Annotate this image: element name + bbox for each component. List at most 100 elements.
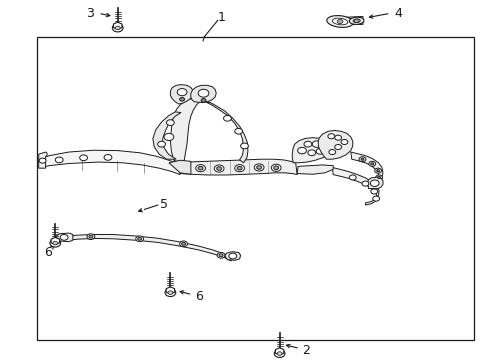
Circle shape bbox=[198, 166, 203, 170]
Circle shape bbox=[327, 134, 334, 139]
Circle shape bbox=[370, 163, 373, 165]
Polygon shape bbox=[41, 150, 180, 175]
Circle shape bbox=[55, 157, 63, 163]
Circle shape bbox=[163, 134, 173, 140]
Circle shape bbox=[234, 165, 244, 172]
Circle shape bbox=[228, 253, 236, 259]
Circle shape bbox=[89, 235, 93, 238]
Polygon shape bbox=[113, 22, 122, 30]
Circle shape bbox=[198, 89, 208, 97]
Circle shape bbox=[217, 252, 224, 258]
Circle shape bbox=[361, 181, 368, 186]
Circle shape bbox=[348, 175, 355, 180]
Circle shape bbox=[158, 141, 165, 147]
Circle shape bbox=[136, 236, 143, 242]
Polygon shape bbox=[275, 348, 283, 355]
Circle shape bbox=[201, 99, 205, 102]
Polygon shape bbox=[68, 234, 231, 261]
Circle shape bbox=[256, 166, 261, 169]
Circle shape bbox=[80, 155, 87, 161]
Circle shape bbox=[138, 237, 142, 240]
Circle shape bbox=[271, 164, 281, 171]
Polygon shape bbox=[166, 287, 174, 294]
Circle shape bbox=[274, 350, 285, 357]
Circle shape bbox=[214, 165, 224, 172]
Circle shape bbox=[312, 141, 321, 147]
Circle shape bbox=[334, 144, 341, 149]
Circle shape bbox=[277, 352, 282, 355]
Circle shape bbox=[237, 166, 242, 170]
Polygon shape bbox=[297, 165, 332, 174]
Polygon shape bbox=[205, 102, 247, 163]
Text: 6: 6 bbox=[194, 290, 202, 303]
Polygon shape bbox=[39, 152, 47, 168]
Circle shape bbox=[167, 291, 172, 294]
Bar bbox=[37, 37, 473, 339]
Circle shape bbox=[87, 234, 95, 239]
Circle shape bbox=[177, 89, 186, 96]
Circle shape bbox=[112, 24, 123, 32]
Polygon shape bbox=[330, 17, 362, 25]
Text: 2: 2 bbox=[302, 344, 309, 357]
Text: 3: 3 bbox=[86, 7, 94, 20]
Text: 1: 1 bbox=[217, 12, 225, 24]
Circle shape bbox=[358, 157, 365, 162]
Ellipse shape bbox=[332, 18, 347, 25]
Polygon shape bbox=[153, 112, 181, 159]
Circle shape bbox=[334, 135, 341, 140]
Circle shape bbox=[374, 168, 381, 173]
Text: 6: 6 bbox=[44, 246, 52, 259]
Ellipse shape bbox=[352, 19, 360, 23]
Circle shape bbox=[370, 189, 377, 194]
Circle shape bbox=[179, 241, 187, 247]
Circle shape bbox=[254, 164, 264, 171]
Circle shape bbox=[53, 241, 58, 245]
Circle shape bbox=[377, 176, 380, 179]
Polygon shape bbox=[350, 152, 382, 187]
Circle shape bbox=[307, 150, 315, 156]
Circle shape bbox=[369, 180, 378, 186]
Circle shape bbox=[216, 167, 221, 170]
Circle shape bbox=[50, 239, 61, 247]
Circle shape bbox=[273, 166, 278, 170]
Circle shape bbox=[304, 141, 311, 147]
Circle shape bbox=[104, 154, 112, 160]
Circle shape bbox=[372, 196, 379, 201]
Circle shape bbox=[166, 120, 174, 126]
Polygon shape bbox=[190, 85, 216, 103]
Polygon shape bbox=[224, 252, 240, 260]
Circle shape bbox=[375, 175, 382, 180]
Circle shape bbox=[240, 143, 248, 149]
Circle shape bbox=[219, 254, 223, 257]
Text: 5: 5 bbox=[160, 198, 168, 211]
Circle shape bbox=[39, 158, 46, 163]
Circle shape bbox=[60, 234, 68, 240]
Circle shape bbox=[340, 139, 347, 144]
Circle shape bbox=[223, 116, 231, 121]
Circle shape bbox=[376, 170, 379, 172]
Polygon shape bbox=[318, 131, 352, 159]
Polygon shape bbox=[170, 98, 210, 164]
Circle shape bbox=[115, 26, 120, 30]
Circle shape bbox=[195, 165, 205, 172]
Polygon shape bbox=[331, 167, 378, 205]
Ellipse shape bbox=[348, 17, 363, 24]
Polygon shape bbox=[168, 160, 190, 174]
Circle shape bbox=[297, 147, 306, 154]
Circle shape bbox=[181, 242, 185, 245]
Circle shape bbox=[360, 158, 363, 160]
Polygon shape bbox=[170, 85, 193, 104]
Polygon shape bbox=[178, 159, 297, 175]
Polygon shape bbox=[56, 233, 73, 242]
Polygon shape bbox=[292, 138, 332, 163]
Circle shape bbox=[328, 149, 335, 154]
Circle shape bbox=[336, 19, 342, 24]
Circle shape bbox=[353, 19, 358, 23]
Circle shape bbox=[368, 161, 375, 166]
Circle shape bbox=[316, 148, 324, 154]
Ellipse shape bbox=[326, 15, 353, 27]
Polygon shape bbox=[51, 237, 60, 244]
Text: 4: 4 bbox=[394, 7, 402, 20]
Polygon shape bbox=[366, 177, 382, 189]
Circle shape bbox=[234, 129, 242, 134]
